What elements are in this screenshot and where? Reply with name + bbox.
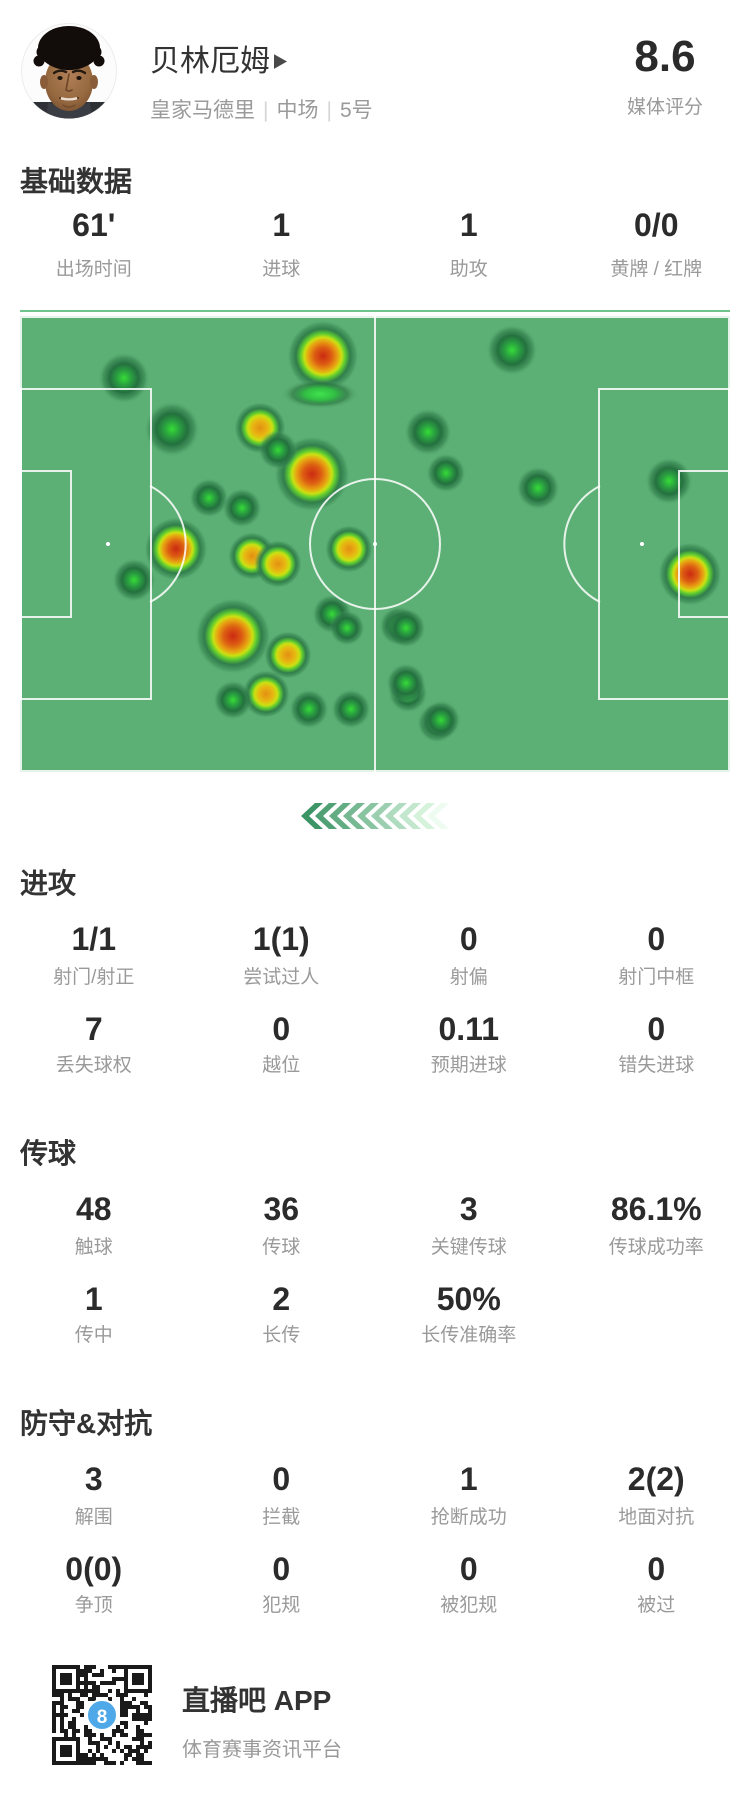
svg-text:8: 8 [97, 1707, 108, 1728]
